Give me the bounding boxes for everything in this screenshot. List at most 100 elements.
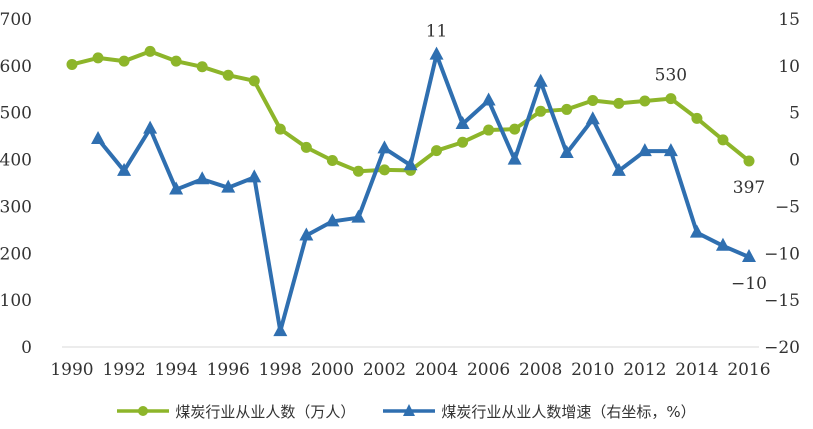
legend-item-growth: 煤炭行业从业人数增速（右坐标，%） bbox=[383, 401, 696, 422]
left-tick-label: 200 bbox=[0, 244, 32, 264]
data-point bbox=[663, 143, 678, 157]
right-tick-label: 0 bbox=[789, 151, 800, 171]
data-point bbox=[91, 130, 106, 144]
left-tick-label: 700 bbox=[0, 10, 32, 30]
x-axis: 1990 1992 1994 1996 1998 2000 2002 2004 2006 2008… bbox=[50, 360, 770, 380]
data-point bbox=[431, 145, 443, 157]
data-point bbox=[587, 95, 599, 107]
data-point bbox=[561, 103, 573, 115]
right-tick-label: 15 bbox=[778, 10, 800, 30]
circle-marker-icon bbox=[117, 406, 170, 416]
data-point bbox=[325, 213, 340, 227]
data-point bbox=[299, 227, 314, 241]
left-tick-label: 500 bbox=[0, 104, 32, 124]
right-tick-label: 5 bbox=[789, 104, 800, 124]
data-point bbox=[691, 112, 703, 124]
data-point bbox=[509, 123, 521, 135]
legend-label-growth: 煤炭行业从业人数增速（右坐标，%） bbox=[441, 402, 696, 421]
right-tick-label: −10 bbox=[764, 244, 800, 264]
data-point bbox=[195, 171, 210, 185]
data-point bbox=[169, 181, 184, 195]
x-tick-label: 1998 bbox=[259, 360, 302, 380]
series-layer bbox=[66, 45, 756, 337]
data-point bbox=[144, 45, 156, 57]
data-label: 397 bbox=[733, 178, 765, 198]
left-tick-label: 400 bbox=[0, 151, 32, 171]
x-tick-label: 2010 bbox=[571, 360, 614, 380]
data-point bbox=[455, 115, 470, 129]
data-point bbox=[639, 95, 651, 107]
data-point bbox=[429, 46, 444, 60]
data-point bbox=[585, 111, 600, 125]
legend-label-employment: 煤炭行业从业人数（万人） bbox=[175, 402, 356, 421]
left-tick-label: 0 bbox=[21, 338, 32, 358]
data-point bbox=[483, 124, 495, 136]
x-tick-label: 2004 bbox=[415, 360, 458, 380]
data-point bbox=[403, 157, 418, 171]
right-tick-label: −20 bbox=[764, 338, 800, 358]
data-point bbox=[300, 141, 312, 153]
right-axis: 15 10 5 0 −5 −10 −15 −20 bbox=[764, 10, 800, 358]
data-point bbox=[378, 164, 390, 176]
annotations: 11 530 397 −10 bbox=[426, 22, 767, 294]
data-point bbox=[507, 151, 522, 165]
data-point bbox=[221, 179, 236, 193]
data-point bbox=[637, 143, 652, 157]
x-tick-label: 2006 bbox=[467, 360, 510, 380]
legend-item-employment: 煤炭行业从业人数（万人） bbox=[117, 401, 355, 422]
data-point bbox=[326, 155, 338, 167]
data-label: −10 bbox=[731, 274, 767, 294]
data-point bbox=[533, 73, 548, 87]
x-tick-label: 1994 bbox=[155, 360, 198, 380]
data-point bbox=[274, 123, 286, 135]
left-tick-label: 300 bbox=[0, 197, 32, 217]
data-point bbox=[535, 105, 547, 117]
data-point bbox=[92, 52, 104, 64]
data-point bbox=[715, 237, 730, 251]
x-tick-label: 1990 bbox=[50, 360, 93, 380]
data-point bbox=[273, 323, 288, 337]
x-tick-label: 1996 bbox=[207, 360, 250, 380]
left-axis: 0 100 200 300 400 500 600 700 bbox=[0, 10, 32, 358]
data-label: 530 bbox=[655, 66, 687, 86]
x-tick-label: 2000 bbox=[311, 360, 354, 380]
right-tick-label: −5 bbox=[775, 197, 800, 217]
data-point bbox=[247, 169, 262, 183]
data-point bbox=[457, 136, 469, 148]
triangle-marker-icon bbox=[383, 404, 436, 416]
data-point bbox=[742, 249, 756, 263]
data-point bbox=[611, 162, 626, 176]
data-point bbox=[170, 55, 182, 67]
data-point bbox=[117, 162, 132, 176]
data-point bbox=[743, 155, 755, 167]
data-point bbox=[222, 69, 234, 81]
x-tick-label: 2016 bbox=[727, 360, 770, 380]
x-tick-label: 2012 bbox=[623, 360, 666, 380]
x-tick-label: 1992 bbox=[102, 360, 145, 380]
data-point bbox=[118, 55, 130, 67]
data-point bbox=[66, 58, 78, 70]
x-tick-label: 2008 bbox=[519, 360, 562, 380]
x-tick-label: 2014 bbox=[675, 360, 718, 380]
data-label: 11 bbox=[426, 22, 448, 42]
legend: 煤炭行业从业人数（万人） 煤炭行业从业人数增速（右坐标，%） bbox=[0, 398, 813, 424]
data-point bbox=[689, 224, 704, 238]
left-tick-label: 100 bbox=[0, 291, 32, 311]
right-tick-label: 10 bbox=[778, 57, 800, 77]
data-point bbox=[196, 61, 208, 73]
data-point bbox=[248, 75, 260, 87]
data-point bbox=[613, 97, 625, 109]
data-point bbox=[665, 93, 677, 105]
right-tick-label: −15 bbox=[764, 291, 800, 311]
data-point bbox=[559, 145, 574, 159]
x-tick-label: 2002 bbox=[363, 360, 406, 380]
data-point bbox=[377, 140, 392, 154]
data-point bbox=[481, 92, 496, 106]
data-point bbox=[717, 134, 729, 146]
left-tick-label: 600 bbox=[0, 57, 32, 77]
series-line-1 bbox=[96, 52, 750, 334]
data-point bbox=[351, 209, 366, 223]
data-point bbox=[352, 165, 364, 177]
data-point bbox=[143, 120, 158, 134]
